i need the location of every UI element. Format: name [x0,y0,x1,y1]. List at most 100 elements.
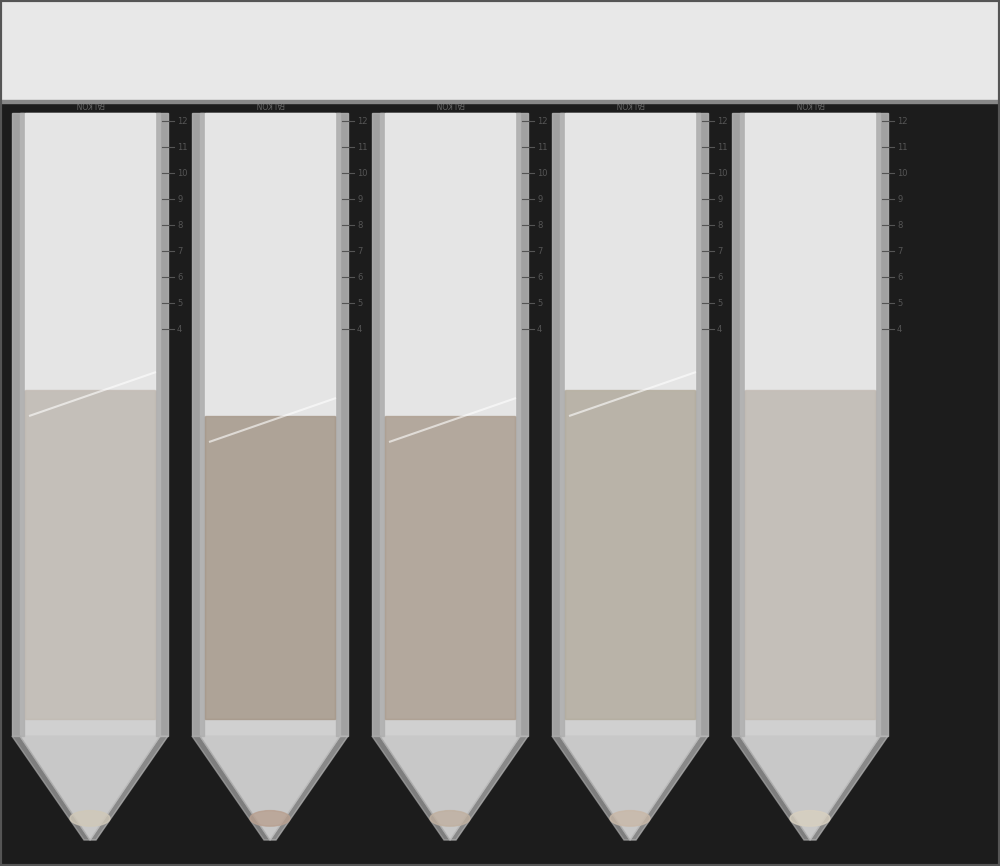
Ellipse shape [610,811,650,826]
Polygon shape [732,736,810,840]
Bar [372,113,384,736]
Text: 4: 4 [177,325,182,333]
Ellipse shape [430,811,470,826]
Text: 10: 10 [357,169,368,178]
Bar [205,113,335,416]
Text: 7: 7 [357,247,362,255]
Bar [20,113,160,736]
Polygon shape [90,736,168,840]
Bar [385,113,515,416]
Text: PPB: PPB [781,36,849,64]
Bar [205,416,335,719]
Text: 8: 8 [177,221,182,229]
Text: 11: 11 [717,143,728,152]
Text: 6: 6 [177,273,182,281]
Text: NaCl: NaCl [416,36,494,64]
Text: 11: 11 [537,143,548,152]
Bar [740,113,880,736]
Text: 5: 5 [717,299,722,307]
Ellipse shape [70,811,110,826]
Text: 7: 7 [717,247,722,255]
Text: 12: 12 [357,117,368,126]
Text: 9: 9 [717,195,722,204]
Text: 5: 5 [357,299,362,307]
Bar [25,113,155,390]
Polygon shape [200,736,340,840]
Bar [200,113,340,736]
Bar [12,113,24,736]
Text: 11: 11 [897,143,908,152]
Text: 4: 4 [537,325,542,333]
Text: FALKON: FALKON [435,100,465,108]
Text: 4: 4 [717,325,722,333]
Text: 5: 5 [177,299,182,307]
Bar [192,113,204,736]
Ellipse shape [790,811,830,826]
Bar [380,113,520,736]
Polygon shape [630,736,708,840]
Text: 7: 7 [177,247,182,255]
Text: 11: 11 [177,143,188,152]
Polygon shape [372,736,450,840]
Polygon shape [740,736,880,840]
Polygon shape [12,736,90,840]
Bar [876,113,888,736]
Polygon shape [270,736,348,840]
Bar [336,113,348,736]
Text: 10: 10 [537,169,548,178]
Text: 4: 4 [897,325,902,333]
Bar [560,113,700,736]
Text: 7: 7 [897,247,902,255]
Bar [516,113,528,736]
Text: 6: 6 [717,273,722,281]
Bar [696,113,708,736]
Text: 10: 10 [897,169,908,178]
Text: 12: 12 [177,117,188,126]
Text: 12: 12 [537,117,548,126]
Polygon shape [810,736,888,840]
Bar [156,113,168,736]
Text: FALKON: FALKON [75,100,105,108]
Text: 9: 9 [537,195,542,204]
Polygon shape [552,736,630,840]
Text: FALKON: FALKON [255,100,285,108]
Polygon shape [560,736,700,840]
Text: 9: 9 [177,195,182,204]
Bar [552,113,564,736]
Text: 10: 10 [177,169,188,178]
Text: 9: 9 [897,195,902,204]
Text: 8: 8 [357,221,362,229]
Text: Control: Control [32,36,158,64]
Text: CaCl₂ + NaCl: CaCl₂ + NaCl [528,36,742,64]
Polygon shape [20,736,160,840]
Polygon shape [380,736,520,840]
Text: 4: 4 [357,325,362,333]
Bar [0,100,1000,103]
Text: 12: 12 [717,117,728,126]
Bar [385,416,515,719]
Text: 8: 8 [537,221,542,229]
Text: 8: 8 [897,221,902,229]
Text: CaCl₂: CaCl₂ [230,36,320,64]
Text: FALKON: FALKON [615,100,645,108]
Bar [732,113,744,736]
Bar [745,390,875,719]
Text: 6: 6 [897,273,902,281]
Text: 6: 6 [537,273,542,281]
Text: 11: 11 [357,143,368,152]
Bar [565,390,695,719]
Text: 12: 12 [897,117,908,126]
Text: 7: 7 [537,247,542,255]
Polygon shape [192,736,270,840]
Text: 10: 10 [717,169,728,178]
Bar [25,390,155,719]
Text: 5: 5 [897,299,902,307]
Text: 6: 6 [357,273,362,281]
Text: 5: 5 [537,299,542,307]
Text: 8: 8 [717,221,722,229]
Bar [565,113,695,390]
Bar [0,100,1000,866]
Bar [0,0,1000,100]
Text: FALKON: FALKON [795,100,825,108]
Ellipse shape [250,811,290,826]
